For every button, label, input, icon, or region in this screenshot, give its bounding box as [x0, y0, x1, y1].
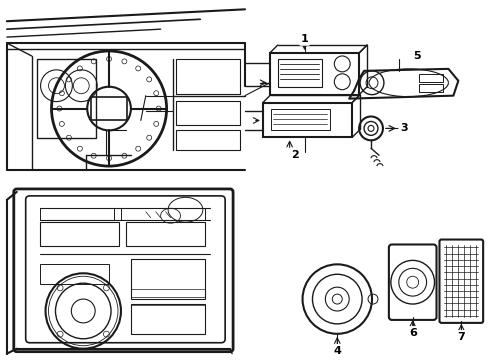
Bar [175, 100, 240, 125]
Bar [175, 59, 240, 94]
Bar [131, 260, 205, 299]
Bar [131, 304, 205, 334]
Bar [40, 222, 119, 247]
Text: 4: 4 [333, 346, 341, 356]
Text: 6: 6 [408, 328, 416, 338]
Bar [418, 84, 443, 92]
Text: 5: 5 [412, 51, 420, 61]
Bar [126, 222, 205, 247]
Bar [40, 208, 114, 220]
Bar [418, 74, 443, 82]
Text: 2: 2 [290, 150, 298, 160]
Text: 7: 7 [456, 332, 464, 342]
Bar [269, 53, 358, 95]
Bar [175, 130, 240, 150]
Text: 1: 1 [300, 34, 308, 44]
Bar [270, 109, 330, 130]
Bar [40, 264, 109, 284]
Bar [277, 59, 322, 87]
Bar [121, 208, 205, 220]
Text: 3: 3 [399, 123, 407, 134]
Bar [37, 59, 96, 138]
Bar [263, 103, 351, 137]
Bar [91, 96, 127, 121]
